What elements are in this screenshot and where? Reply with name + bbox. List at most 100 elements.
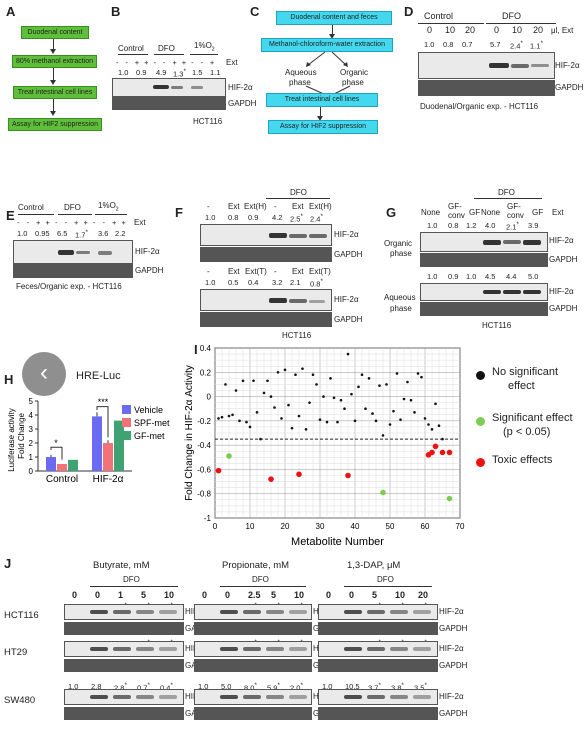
- g-phase-top-2: phase: [390, 249, 412, 258]
- j-blot-gapdh: [318, 707, 438, 720]
- f-top-value-3: 0.9: [248, 213, 259, 222]
- b-blot-hif2a: [112, 78, 226, 97]
- panel-label-f: F: [175, 205, 183, 220]
- h-y-tick-label: 1: [29, 453, 34, 462]
- g-phase-bot-2: phase: [390, 304, 412, 313]
- j-conc-label: 5: [271, 590, 277, 600]
- b-group-hypoxia: 1%O2: [194, 41, 215, 53]
- j-row-gapdh: GAPDH: [439, 624, 468, 633]
- i-y-tick-label: 0.4: [200, 344, 212, 353]
- j-band: [90, 647, 108, 651]
- f-top-value-1: 1.0: [205, 213, 216, 222]
- i-x-label: Metabolite Number: [291, 536, 384, 548]
- g-bot-blot-hif2a: [420, 283, 548, 301]
- i-point: [294, 373, 297, 377]
- e-value-5: 3.6: [98, 229, 109, 238]
- b-value-6: 1.1: [210, 68, 221, 77]
- j-blot-hif2a: [194, 641, 312, 657]
- g-bot-value-3: 1.0: [466, 272, 477, 281]
- d-group-control: Control: [424, 11, 454, 21]
- e-blot-hif2a: [13, 240, 133, 264]
- h-legend-swatch: [122, 418, 131, 427]
- j-band: [367, 695, 385, 699]
- g-group-dfo: DFO: [498, 188, 515, 197]
- i-point: [343, 407, 346, 411]
- d-value-5: 2.4*: [510, 40, 523, 51]
- panel-label-g: G: [386, 205, 397, 220]
- f-top-label-5: Ext: [292, 202, 304, 211]
- ext-sign: -: [191, 58, 194, 67]
- i-point: [269, 395, 273, 398]
- i-y-tick-label: -0.4: [197, 441, 211, 450]
- a-step-2: 80% methanol extraction: [12, 55, 97, 68]
- a-step-4: Assay for HIF2 suppression: [8, 118, 102, 131]
- d-value-1: 1.0: [424, 40, 435, 49]
- c-organic-1: Organic: [340, 68, 369, 77]
- i-y-tick-label: 0.2: [200, 368, 212, 377]
- e-underline-2: [58, 214, 92, 215]
- j-value: 8.0*: [244, 682, 257, 693]
- f-group-dfo: DFO: [290, 188, 307, 197]
- h-category-label: Control: [46, 474, 78, 483]
- i-point: [427, 423, 430, 426]
- i-point: [329, 377, 332, 380]
- j-band: [390, 610, 408, 614]
- j-row-gapdh: GAPDH: [439, 661, 468, 670]
- e-value-1: 1.0: [17, 229, 28, 238]
- g-bot-value-4: 4.5: [485, 272, 496, 281]
- f-top-label-3: Ext(H): [244, 202, 267, 211]
- f-bot-value-3: 0.4: [248, 278, 259, 287]
- e-ext-signs: - - + + - - + + - - + +: [17, 218, 131, 227]
- d-conc-2: 10: [445, 25, 456, 35]
- h-y-tick-label: 2: [29, 439, 34, 448]
- j-conc-label: 5: [141, 590, 147, 600]
- i-point: [318, 418, 322, 421]
- i-point: [301, 367, 304, 370]
- j-band: [266, 647, 284, 651]
- h-sig-star: ***: [98, 397, 109, 407]
- h-legend-swatch: [122, 431, 131, 440]
- i-legend-dot-none: [476, 371, 485, 380]
- j-blot-hif2a: [64, 604, 184, 620]
- c-arrow-2: [317, 107, 323, 121]
- i-point: [439, 449, 446, 456]
- j-blot-gapdh: [64, 659, 184, 672]
- j-band: [159, 647, 177, 651]
- i-point: [371, 412, 374, 415]
- c-step-3: Treat intestinal cell lines: [266, 93, 378, 107]
- i-point: [245, 420, 248, 424]
- f-top-blot-hif2a: [200, 224, 332, 246]
- c-aqueous-2: phase: [289, 78, 311, 87]
- f-bot-value-2: 0.5: [228, 278, 239, 287]
- i-point: [434, 402, 437, 406]
- b-value-3: 4.9: [156, 68, 167, 77]
- i-point: [241, 379, 245, 383]
- j-band: [159, 695, 177, 699]
- e-blot-gapdh: [13, 264, 133, 278]
- g-top-row-hif2a: HIF-2α: [549, 236, 574, 245]
- a-arrow-2: [50, 68, 56, 85]
- j-treatment-label: 1,3-DAP, μM: [347, 560, 401, 571]
- g-phase-top-1: Organic: [384, 239, 413, 248]
- i-y-tick-label: -1: [204, 514, 212, 523]
- h-title: HRE-Luc: [76, 370, 121, 382]
- j-value: 3.8*: [391, 682, 404, 693]
- i-point: [392, 409, 395, 413]
- i-legend-4: (p < 0.05): [503, 426, 551, 438]
- e-ext-label: Ext: [134, 218, 146, 227]
- j-band: [220, 610, 238, 614]
- ext-sign: -: [116, 58, 119, 67]
- j-value: 0.4*: [160, 682, 173, 693]
- i-point: [248, 425, 252, 429]
- g-bot-value-1: 1.0: [427, 272, 438, 281]
- j-conc-label: 0: [95, 590, 101, 600]
- i-point: [413, 411, 416, 414]
- f-top-blot-gapdh: [200, 247, 332, 262]
- i-point: [252, 379, 255, 383]
- d-row-gapdh: GAPDH: [555, 83, 584, 92]
- ext-sign: -: [55, 218, 58, 227]
- g-phase-bot-1: Aqueous: [384, 293, 416, 302]
- d-conc-6: 20: [533, 25, 544, 35]
- back-button[interactable]: ‹: [22, 352, 66, 396]
- f-top-value-4: 4.2: [272, 213, 283, 222]
